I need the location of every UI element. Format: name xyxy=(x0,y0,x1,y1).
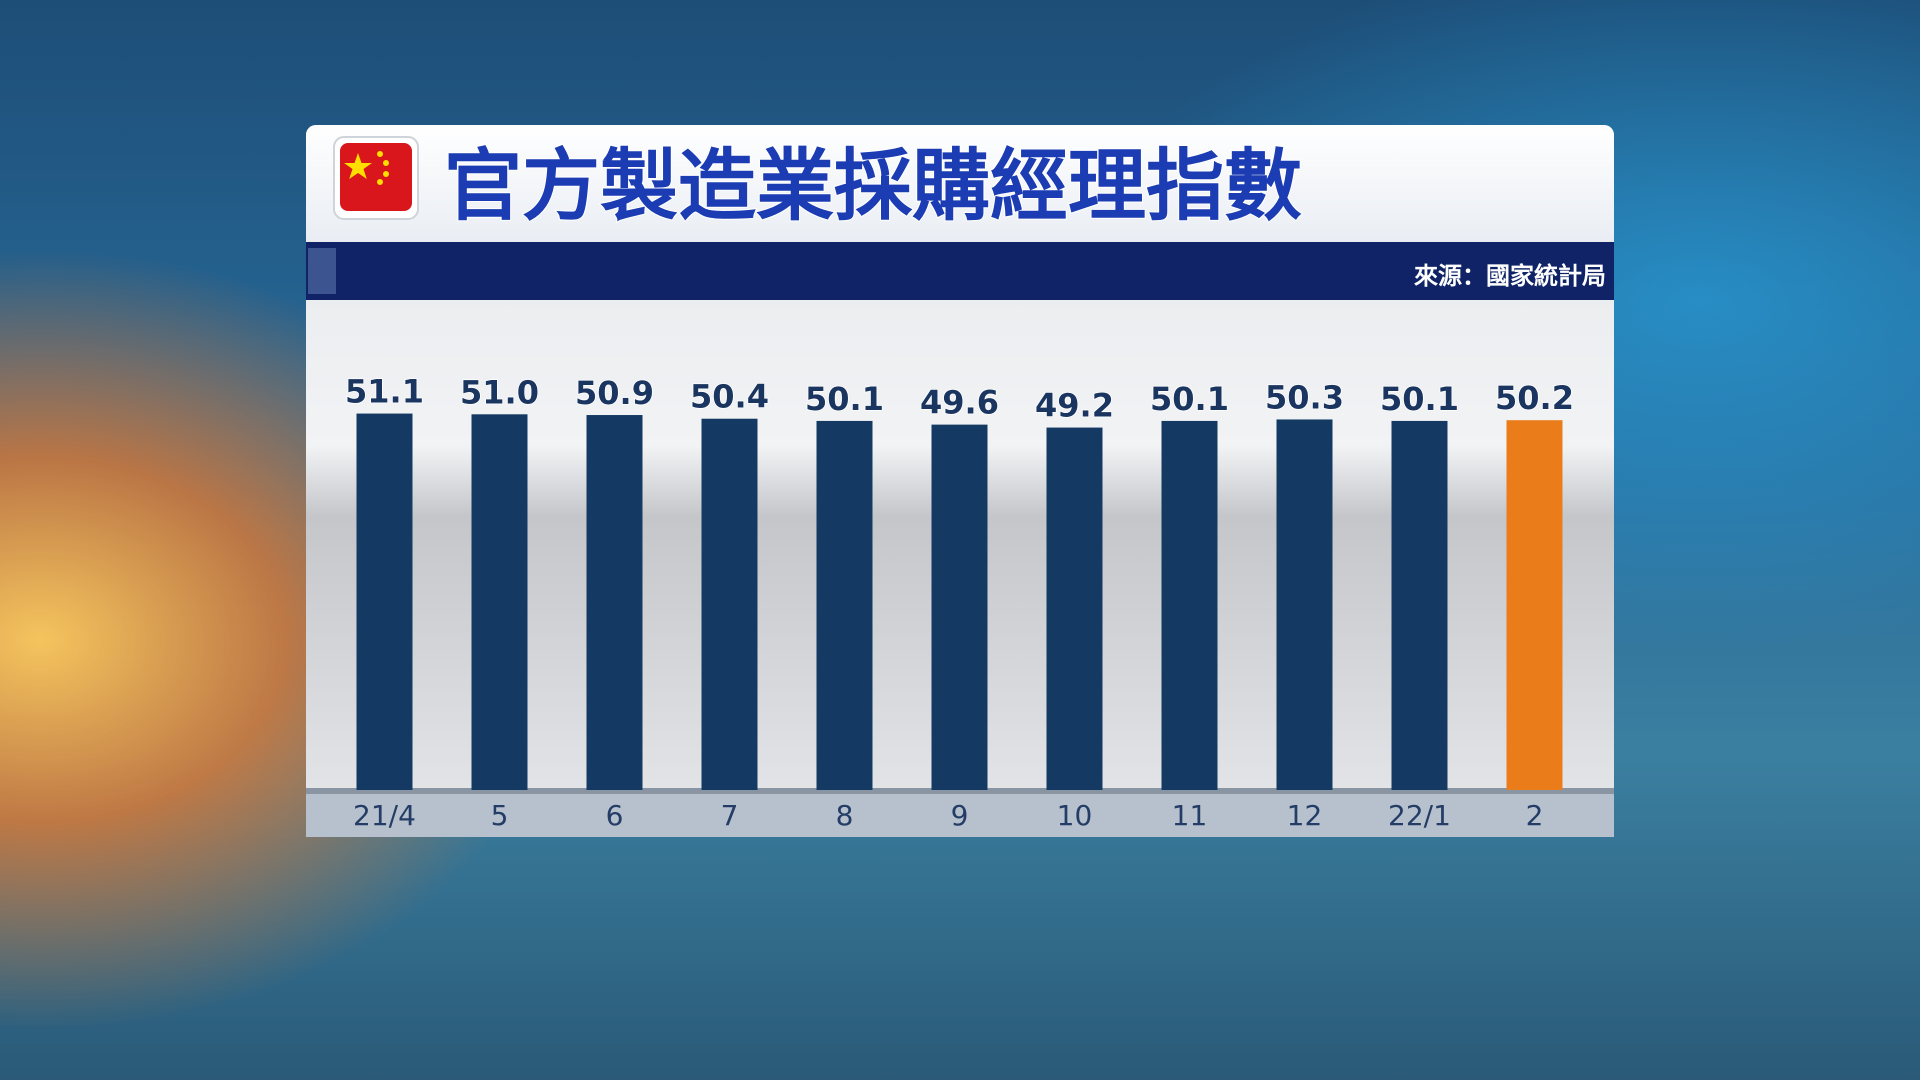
bar xyxy=(1046,427,1103,790)
x-tick-label: 8 xyxy=(836,799,854,832)
bar xyxy=(356,413,413,790)
chart-panel: 官方製造業採購經理指數 來源：國家統計局 21/4 51.1 5 51.0 6 50.9 7… xyxy=(306,125,1614,837)
bar xyxy=(931,424,988,790)
x-tick-label: 5 xyxy=(491,799,509,832)
x-tick-label: 7 xyxy=(721,799,739,832)
value-label: 49.6 xyxy=(920,384,999,422)
axis-strip xyxy=(306,793,1614,837)
bar xyxy=(816,420,873,790)
value-label: 50.4 xyxy=(690,378,769,416)
flag xyxy=(333,136,419,220)
x-tick-label: 10 xyxy=(1057,799,1093,832)
bar xyxy=(1161,420,1218,790)
value-label: 50.9 xyxy=(575,374,654,412)
x-tick-label: 21/4 xyxy=(353,799,416,832)
x-tick-label: 11 xyxy=(1172,799,1208,832)
source-note: 來源：國家統計局 xyxy=(1414,262,1606,290)
bar xyxy=(1506,420,1563,790)
value-label: 51.0 xyxy=(460,373,539,411)
value-label: 50.1 xyxy=(1150,380,1229,418)
value-label: 50.2 xyxy=(1495,379,1574,417)
subtitle-bar xyxy=(306,242,1614,300)
value-label: 50.1 xyxy=(805,380,884,418)
x-tick-label: 9 xyxy=(951,799,969,832)
value-label: 50.3 xyxy=(1265,378,1344,416)
value-label: 51.1 xyxy=(345,373,424,411)
subtitle-accent xyxy=(308,248,336,294)
axis-line xyxy=(306,788,1614,794)
x-tick-label: 22/1 xyxy=(1388,799,1451,832)
bar xyxy=(701,418,758,790)
x-tick-label: 2 xyxy=(1526,799,1544,832)
bar xyxy=(1276,419,1333,790)
bar xyxy=(1391,420,1448,790)
x-tick-label: 6 xyxy=(606,799,624,832)
value-label: 50.1 xyxy=(1380,380,1459,418)
title-bg xyxy=(306,125,1614,243)
chart-title: 官方製造業採購經理指數 xyxy=(444,141,1302,231)
bar xyxy=(471,414,528,790)
x-tick-label: 12 xyxy=(1287,799,1323,832)
bar xyxy=(586,415,643,790)
value-label: 49.2 xyxy=(1035,387,1114,425)
